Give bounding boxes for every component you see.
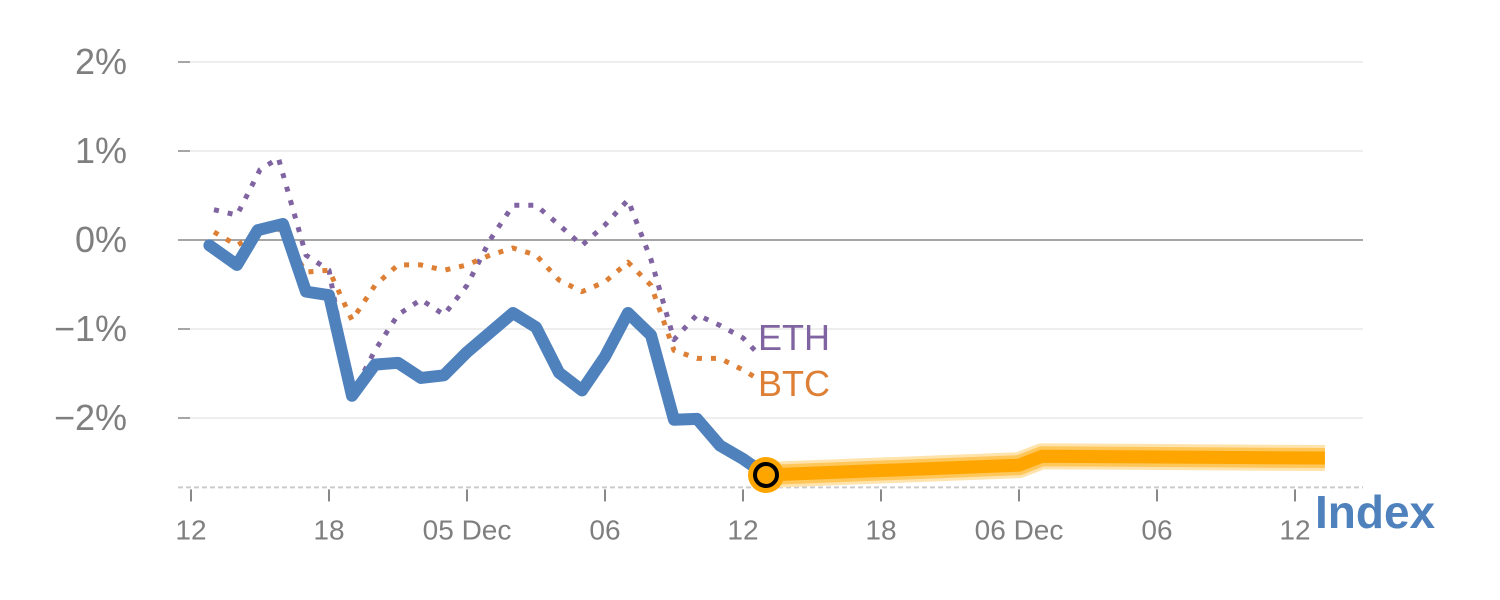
y-tick-label: 0% bbox=[75, 219, 127, 260]
x-tick-label: 18 bbox=[865, 514, 896, 545]
x-tick-label: 06 bbox=[1141, 514, 1172, 545]
current-point-marker bbox=[753, 461, 779, 488]
btc-label: BTC bbox=[758, 363, 830, 404]
btc-line bbox=[212, 225, 761, 382]
series-lines bbox=[203, 155, 1325, 493]
grid bbox=[190, 61, 1363, 419]
y-tick-label: 2% bbox=[75, 41, 127, 82]
y-tick-label: −2% bbox=[54, 397, 127, 438]
x-tick-label: 12 bbox=[727, 514, 758, 545]
x-tick-label: 12 bbox=[175, 514, 206, 545]
eth-label: ETH bbox=[758, 317, 830, 358]
index-label: Index bbox=[1315, 486, 1436, 538]
x-tick-label: 06 Dec bbox=[975, 514, 1064, 545]
y-tick-label: 1% bbox=[75, 130, 127, 171]
forecast-line bbox=[765, 449, 1325, 482]
eth-line bbox=[213, 155, 761, 398]
x-tick-label: 12 bbox=[1279, 514, 1310, 545]
axes: 2% 1% 0% −1% −2% 12 18 05 Dec 06 12 18 06 Dec 06 12 bbox=[54, 41, 1363, 545]
index-line bbox=[203, 217, 772, 481]
x-tick-label: 06 bbox=[589, 514, 620, 545]
x-tick-label: 18 bbox=[313, 514, 344, 545]
x-tick-label: 05 Dec bbox=[423, 514, 512, 545]
y-tick-label: −1% bbox=[54, 308, 127, 349]
